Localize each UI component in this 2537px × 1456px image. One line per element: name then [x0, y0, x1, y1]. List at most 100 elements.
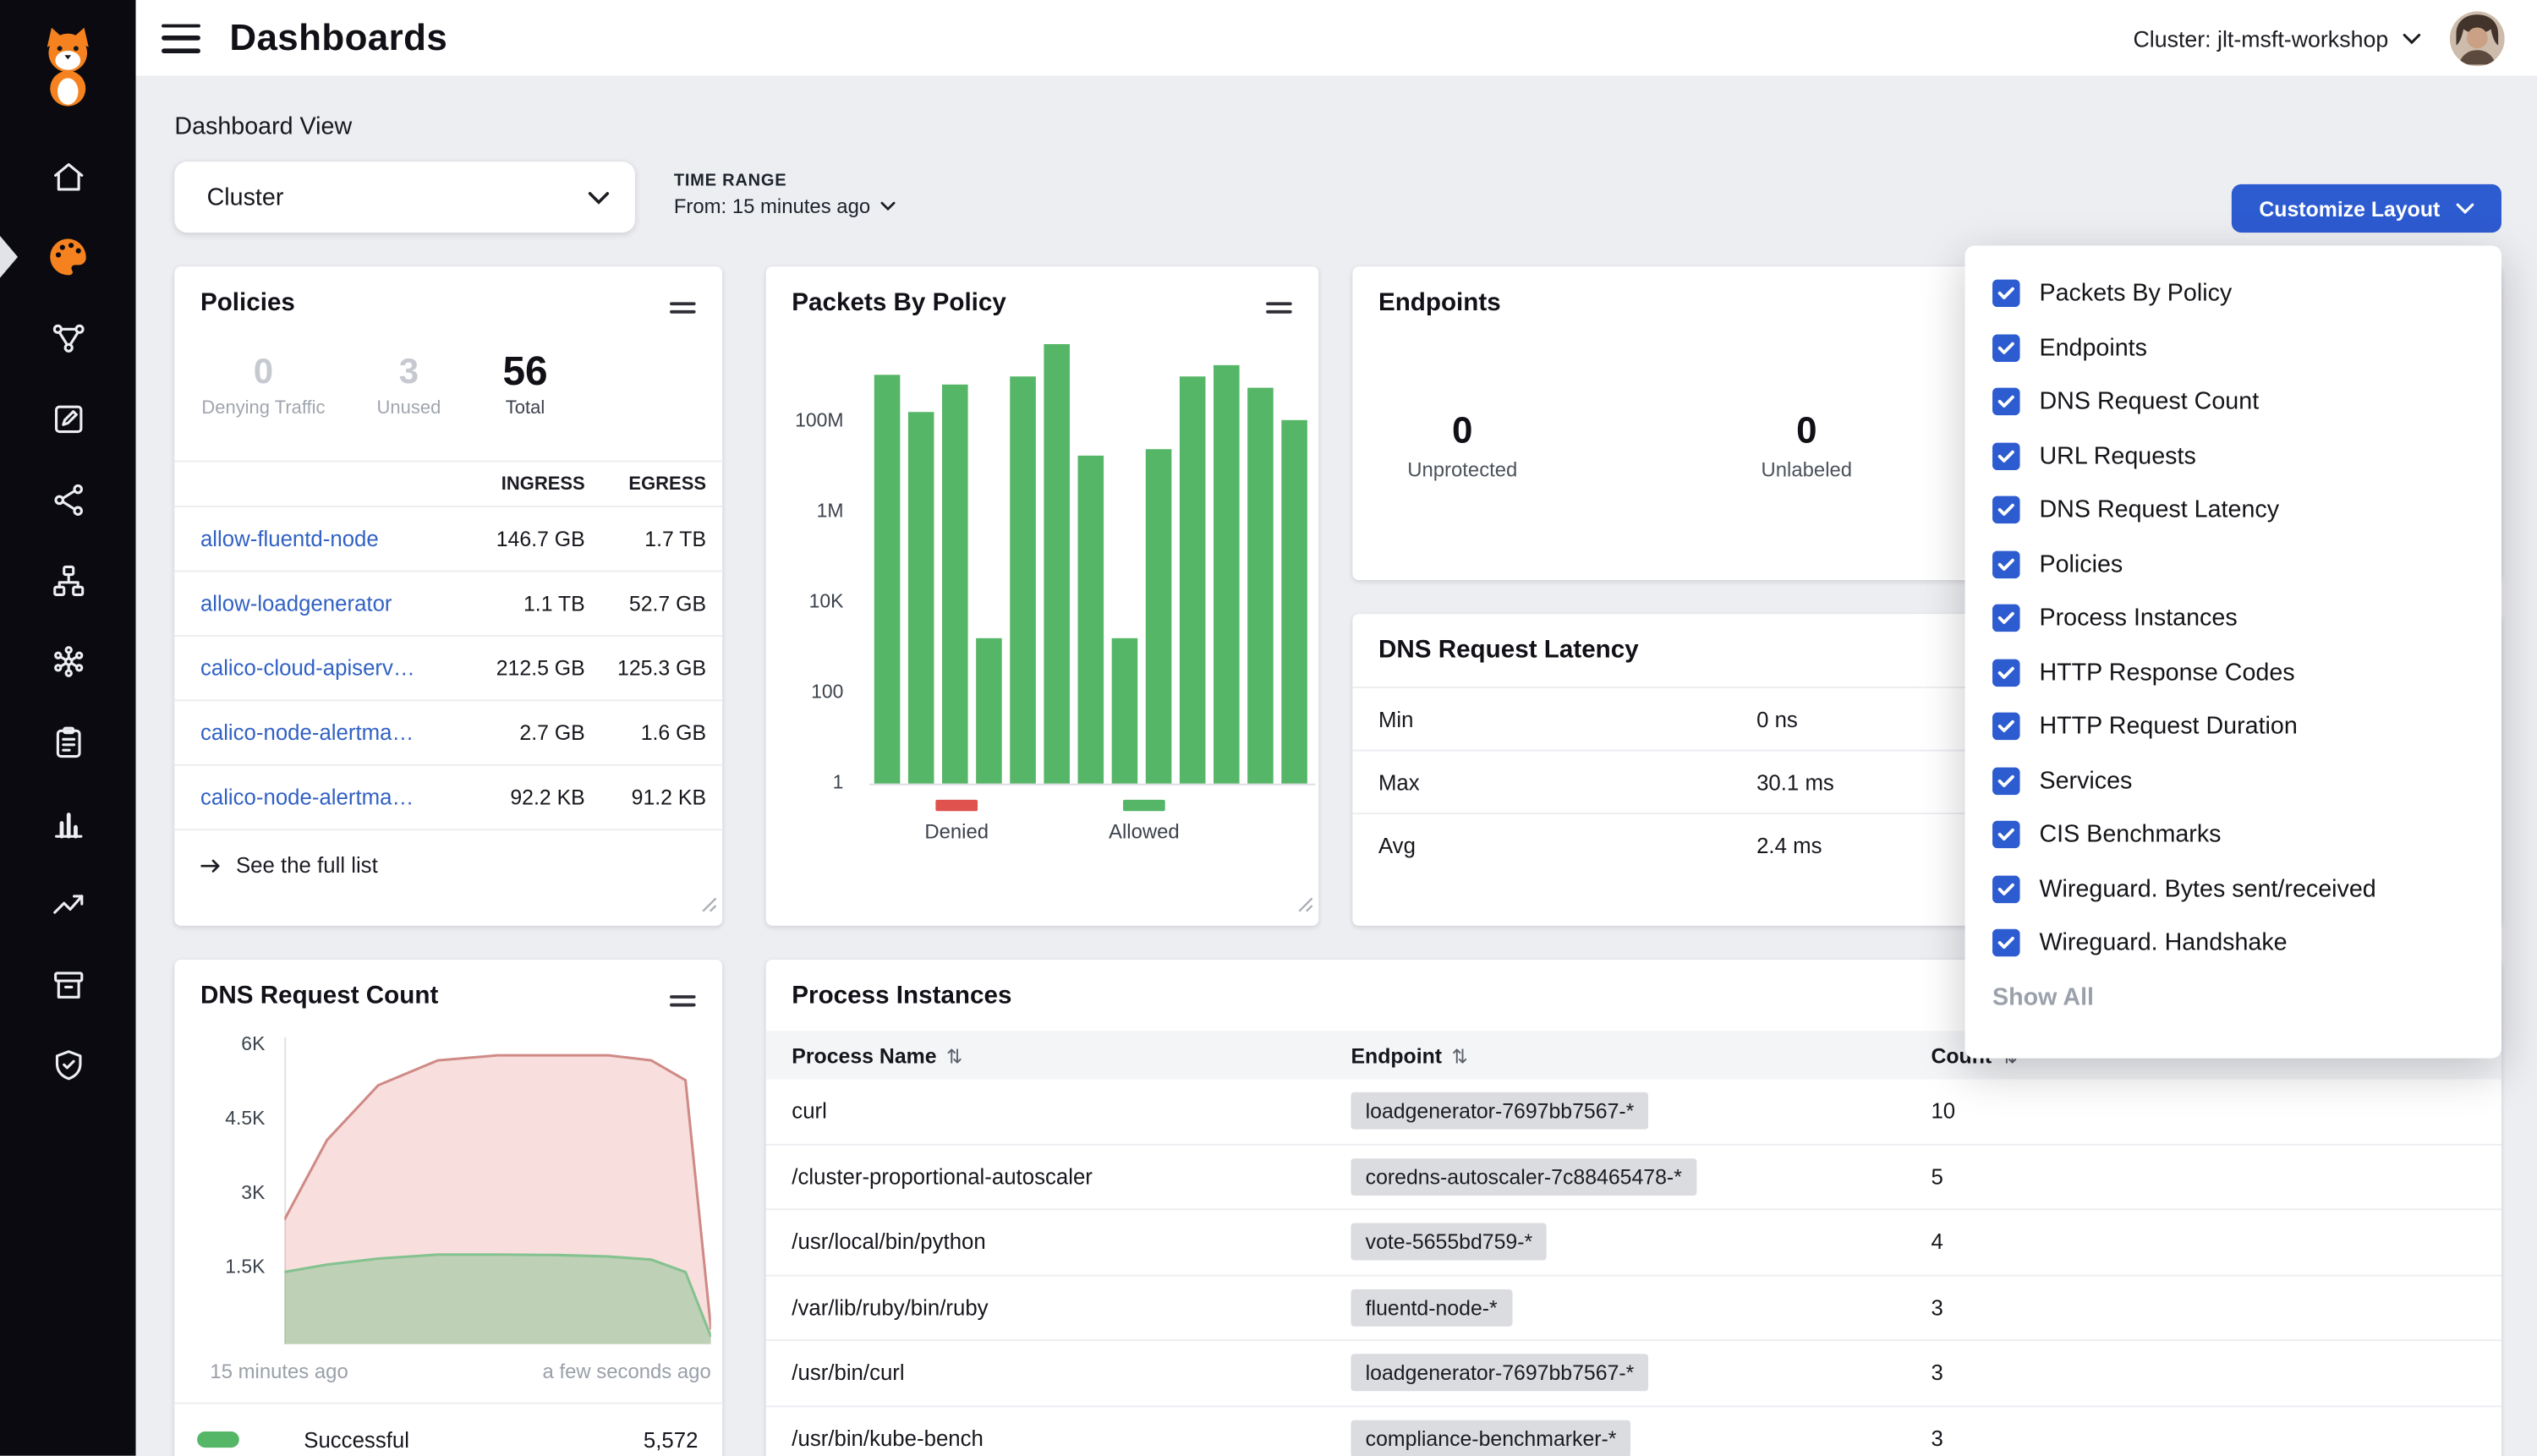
endpoint-chip[interactable]: loadgenerator-7697bb7567-*	[1351, 1092, 1648, 1130]
sidebar-item-palette[interactable]	[0, 216, 136, 298]
sidebar-item-nodes[interactable]	[0, 459, 136, 540]
see-full-list-link[interactable]: See the full list	[200, 853, 378, 878]
bar[interactable]	[1044, 345, 1070, 784]
legend-row-successful[interactable]: Successful 5,572	[174, 1415, 722, 1456]
bar[interactable]	[1078, 456, 1104, 784]
resize-handle[interactable]	[701, 892, 717, 921]
endpoint-chip[interactable]: fluentd-node-*	[1351, 1289, 1511, 1326]
checked-checkbox-icon[interactable]	[1992, 550, 2019, 577]
show-all-link[interactable]: Show All	[1965, 983, 2501, 1010]
layout-toggle-dns-request-count[interactable]: DNS Request Count	[1965, 375, 2501, 429]
layout-toggle-services[interactable]: Services	[1965, 753, 2501, 807]
dashboard-view-select[interactable]: Cluster	[174, 161, 635, 233]
user-avatar[interactable]	[2450, 10, 2505, 65]
bar[interactable]	[1247, 388, 1274, 784]
checked-checkbox-icon[interactable]	[1992, 929, 2019, 956]
checked-checkbox-icon[interactable]	[1992, 605, 2019, 632]
policy-name-link[interactable]: allow-loadgenerator	[200, 591, 430, 616]
sidebar-item-graph[interactable]	[0, 298, 136, 379]
checked-checkbox-icon[interactable]	[1992, 442, 2019, 469]
checked-checkbox-icon[interactable]	[1992, 496, 2019, 523]
drag-handle-icon[interactable]	[669, 988, 696, 1017]
layout-toggle-cis-benchmarks[interactable]: CIS Benchmarks	[1965, 807, 2501, 862]
calico-cat-logo[interactable]	[32, 19, 103, 113]
layout-toggle-packets-by-policy[interactable]: Packets By Policy	[1965, 266, 2501, 320]
bar[interactable]	[1146, 449, 1172, 784]
sidebar-item-shield[interactable]	[0, 1024, 136, 1105]
checked-checkbox-icon[interactable]	[1992, 388, 2019, 415]
sidebar-item-clipboard[interactable]	[0, 701, 136, 782]
sidebar-item-trend-up[interactable]	[0, 862, 136, 944]
column-header-egress[interactable]: EGRESS	[585, 474, 706, 494]
bar[interactable]	[1214, 365, 1240, 784]
policy-name-link[interactable]: calico-node-alertmana…	[200, 720, 430, 745]
layout-toggle-http-response-codes[interactable]: HTTP Response Codes	[1965, 645, 2501, 699]
menu-toggle-button[interactable]	[162, 24, 200, 52]
y-tick-label: 6K	[188, 1032, 266, 1055]
trend-up-icon	[49, 884, 86, 922]
column-header-endpoint[interactable]: Endpoint⇅	[1351, 1043, 1931, 1067]
checked-checkbox-icon[interactable]	[1992, 713, 2019, 740]
bar-chart	[874, 331, 1316, 784]
policy-name-link[interactable]: calico-cloud-apiserver-…	[200, 656, 430, 681]
policy-name-link[interactable]: allow-fluentd-node	[200, 527, 430, 551]
sort-icon[interactable]: ⇅	[1452, 1044, 1468, 1067]
endpoint-chip[interactable]: loadgenerator-7697bb7567-*	[1351, 1355, 1648, 1392]
checked-checkbox-icon[interactable]	[1992, 821, 2019, 848]
checked-checkbox-icon[interactable]	[1992, 875, 2019, 902]
policy-ingress-value: 212.5 GB	[430, 656, 584, 681]
palette-icon	[44, 233, 92, 281]
legend-item-denied[interactable]: Denied	[900, 800, 1013, 844]
layout-toggle-url-requests[interactable]: URL Requests	[1965, 429, 2501, 483]
bar[interactable]	[1112, 638, 1138, 783]
checked-checkbox-icon[interactable]	[1992, 767, 2019, 794]
bar[interactable]	[976, 638, 1002, 783]
x-label-start: 15 minutes ago	[210, 1360, 348, 1383]
drag-handle-icon[interactable]	[1265, 296, 1292, 325]
sidebar-item-cluster[interactable]	[0, 621, 136, 702]
column-header-ingress[interactable]: INGRESS	[430, 474, 584, 494]
bar[interactable]	[874, 375, 901, 784]
cluster-selector-label: Cluster: jlt-msft-workshop	[2133, 25, 2388, 52]
bar[interactable]	[942, 385, 968, 784]
bar[interactable]	[1281, 419, 1307, 783]
policy-name-link[interactable]: calico-node-alertmana…	[200, 785, 430, 810]
sidebar-item-archive[interactable]	[0, 944, 136, 1025]
layout-toggle-endpoints[interactable]: Endpoints	[1965, 320, 2501, 375]
cluster-selector[interactable]: Cluster: jlt-msft-workshop	[2133, 25, 2420, 52]
bar[interactable]	[1180, 376, 1206, 784]
sidebar-item-sitemap[interactable]	[0, 539, 136, 621]
layout-toggle-wireguard-handshake[interactable]: Wireguard. Handshake	[1965, 916, 2501, 970]
sidebar	[0, 0, 136, 1456]
sort-icon[interactable]: ⇅	[946, 1044, 962, 1067]
time-range-value[interactable]: From: 15 minutes ago	[674, 195, 898, 218]
sidebar-item-bar-chart[interactable]	[0, 782, 136, 863]
column-header-process-name[interactable]: Process Name⇅	[792, 1043, 1351, 1067]
layout-toggle-process-instances[interactable]: Process Instances	[1965, 591, 2501, 645]
y-tick-label: 10K	[775, 589, 843, 612]
legend-item-allowed[interactable]: Allowed	[1088, 800, 1201, 844]
layout-toggle-policies[interactable]: Policies	[1965, 537, 2501, 591]
layout-toggle-wireguard-bytes-sent-received[interactable]: Wireguard. Bytes sent/received	[1965, 862, 2501, 916]
layout-toggle-dns-request-latency[interactable]: DNS Request Latency	[1965, 483, 2501, 537]
policies-stat-total[interactable]: 56Total	[452, 348, 598, 419]
sidebar-item-home[interactable]	[0, 136, 136, 217]
checked-checkbox-icon[interactable]	[1992, 280, 2019, 307]
policies-stat-denying-traffic[interactable]: 0Denying Traffic	[190, 348, 336, 419]
process-count: 3	[1931, 1295, 2501, 1320]
layout-toggle-http-request-duration[interactable]: HTTP Request Duration	[1965, 699, 2501, 753]
sidebar-item-policy-edit[interactable]	[0, 378, 136, 459]
customize-layout-button[interactable]: Customize Layout	[2232, 184, 2501, 233]
process-count: 3	[1931, 1360, 2501, 1385]
process-name: /usr/bin/kube-bench	[792, 1426, 1351, 1451]
checked-checkbox-icon[interactable]	[1992, 334, 2019, 361]
policy-row: allow-fluentd-node146.7 GB1.7 TB	[174, 506, 722, 570]
bar[interactable]	[908, 413, 934, 784]
endpoint-chip[interactable]: vote-5655bd759-*	[1351, 1223, 1547, 1261]
drag-handle-icon[interactable]	[669, 296, 696, 325]
checked-checkbox-icon[interactable]	[1992, 659, 2019, 686]
bar[interactable]	[1010, 376, 1036, 784]
endpoint-chip[interactable]: coredns-autoscaler-7c88465478-*	[1351, 1158, 1696, 1196]
resize-handle[interactable]	[1297, 892, 1313, 921]
endpoint-chip[interactable]: compliance-benchmarker-*	[1351, 1420, 1630, 1456]
